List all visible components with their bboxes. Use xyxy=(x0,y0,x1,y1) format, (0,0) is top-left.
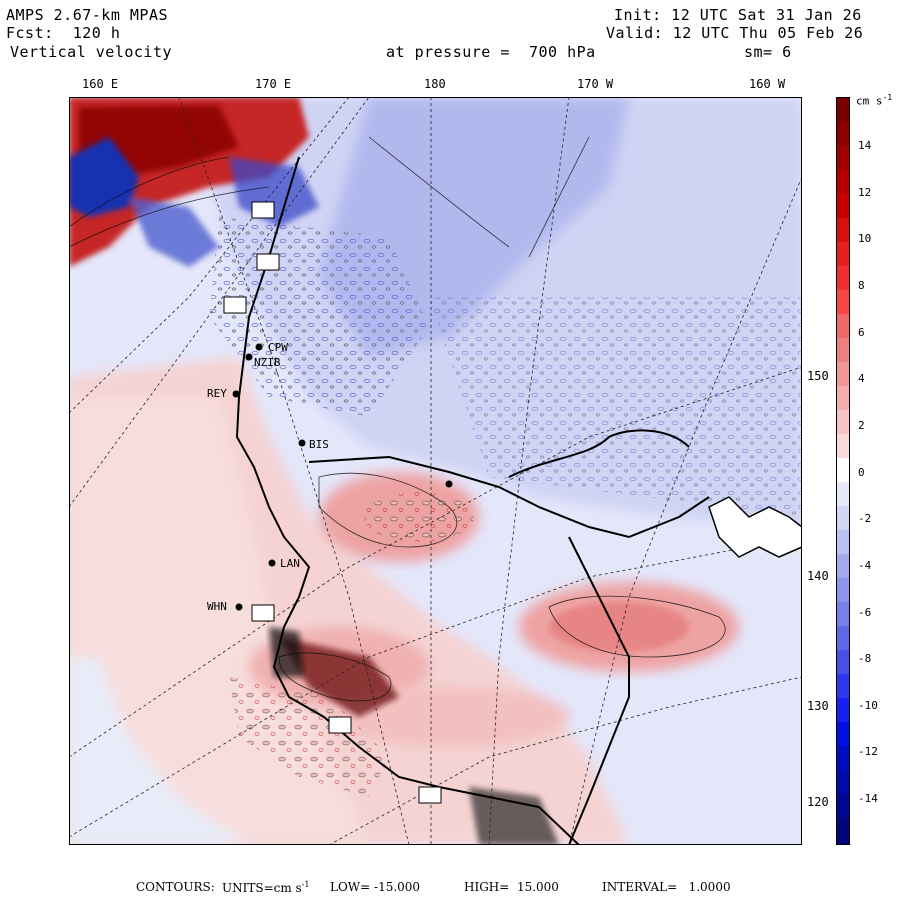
land-plateau-shade xyxy=(69,657,249,845)
ross-positive-core xyxy=(549,602,689,652)
footer-low: LOW= -15.000 xyxy=(330,880,421,894)
colorbar-tick-m4: -4 xyxy=(858,559,872,572)
footer-contours-label: CONTOURS: xyxy=(136,880,215,894)
footer-units: UNITS=cm s-1 xyxy=(222,880,310,895)
colorbar-tick-10: 10 xyxy=(858,232,872,245)
lat-label-150w: 150 W xyxy=(807,369,844,383)
coastline xyxy=(235,156,710,845)
colorbar-tick-m10: -10 xyxy=(858,699,878,712)
footer-interval: INTERVAL= 1.0000 xyxy=(602,880,731,894)
place-label-nzib: NZIB xyxy=(254,356,281,369)
lon-label-160w: 160 W xyxy=(749,77,786,91)
colorbar-unit: cm s-1 xyxy=(856,93,893,108)
place-label-whn: WHN xyxy=(207,600,227,613)
colorbar xyxy=(836,97,850,845)
init-time: Init: 12 UTC Sat 31 Jan 26 xyxy=(614,6,862,24)
lon-label-160e: 160 E xyxy=(82,77,119,91)
colorbar-tick-m6: -6 xyxy=(858,606,872,619)
dense-contour-patch xyxy=(269,627,304,677)
ocean-speckle-east xyxy=(429,297,802,517)
footer-high: HIGH= 15.000 xyxy=(464,880,559,894)
colorbar-tick-m12: -12 xyxy=(858,745,878,758)
model-title: AMPS 2.67-km MPAS xyxy=(6,6,169,24)
vertical-velocity-map[interactable] xyxy=(69,97,802,845)
smoothing-value: sm= 6 xyxy=(744,43,792,61)
negative-streak xyxy=(129,197,219,267)
colorbar-tick-2: 2 xyxy=(858,419,865,432)
pressure-level: at pressure = 700 hPa xyxy=(386,43,596,61)
place-label-rey: REY xyxy=(207,387,227,400)
map-canvas xyxy=(69,97,802,845)
colorbar-tick-m2: -2 xyxy=(858,512,872,525)
colorbar-tick-0: 0 xyxy=(858,466,865,479)
colorbar-tick-12: 12 xyxy=(858,186,872,199)
place-label-lan: LAN xyxy=(280,557,300,570)
station-markers xyxy=(232,343,453,611)
coast-speckle xyxy=(229,677,389,797)
lon-label-170w: 170 W xyxy=(577,77,614,91)
graticule xyxy=(69,97,802,845)
colorbar-tick-m14: -14 xyxy=(858,792,878,805)
colorbar-tick-4: 4 xyxy=(858,372,865,385)
place-label-cpw: CPW xyxy=(268,341,288,354)
colorbar-tick-14: 14 xyxy=(858,139,872,152)
colorbar-tick-m8: -8 xyxy=(858,652,872,665)
colorbar-tick-8: 8 xyxy=(858,279,865,292)
field-name: Vertical velocity xyxy=(10,43,173,61)
lon-label-170e: 170 E xyxy=(255,77,292,91)
strong-negative-core xyxy=(69,137,139,217)
contour-lines xyxy=(69,136,726,702)
place-label-bis: BIS xyxy=(309,438,329,451)
forecast-hour: Fcst: 120 h xyxy=(6,24,121,42)
lon-label-180: 180 xyxy=(424,77,446,91)
lat-label-130w: 130 W xyxy=(807,699,844,713)
islands-east xyxy=(708,496,802,558)
valid-time: Valid: 12 UTC Thu 05 Feb 26 xyxy=(606,24,864,42)
colorbar-tick-6: 6 xyxy=(858,326,865,339)
extrema-boxes xyxy=(223,201,442,804)
map-frame xyxy=(69,97,802,845)
ross-positive-speckle xyxy=(364,492,474,542)
